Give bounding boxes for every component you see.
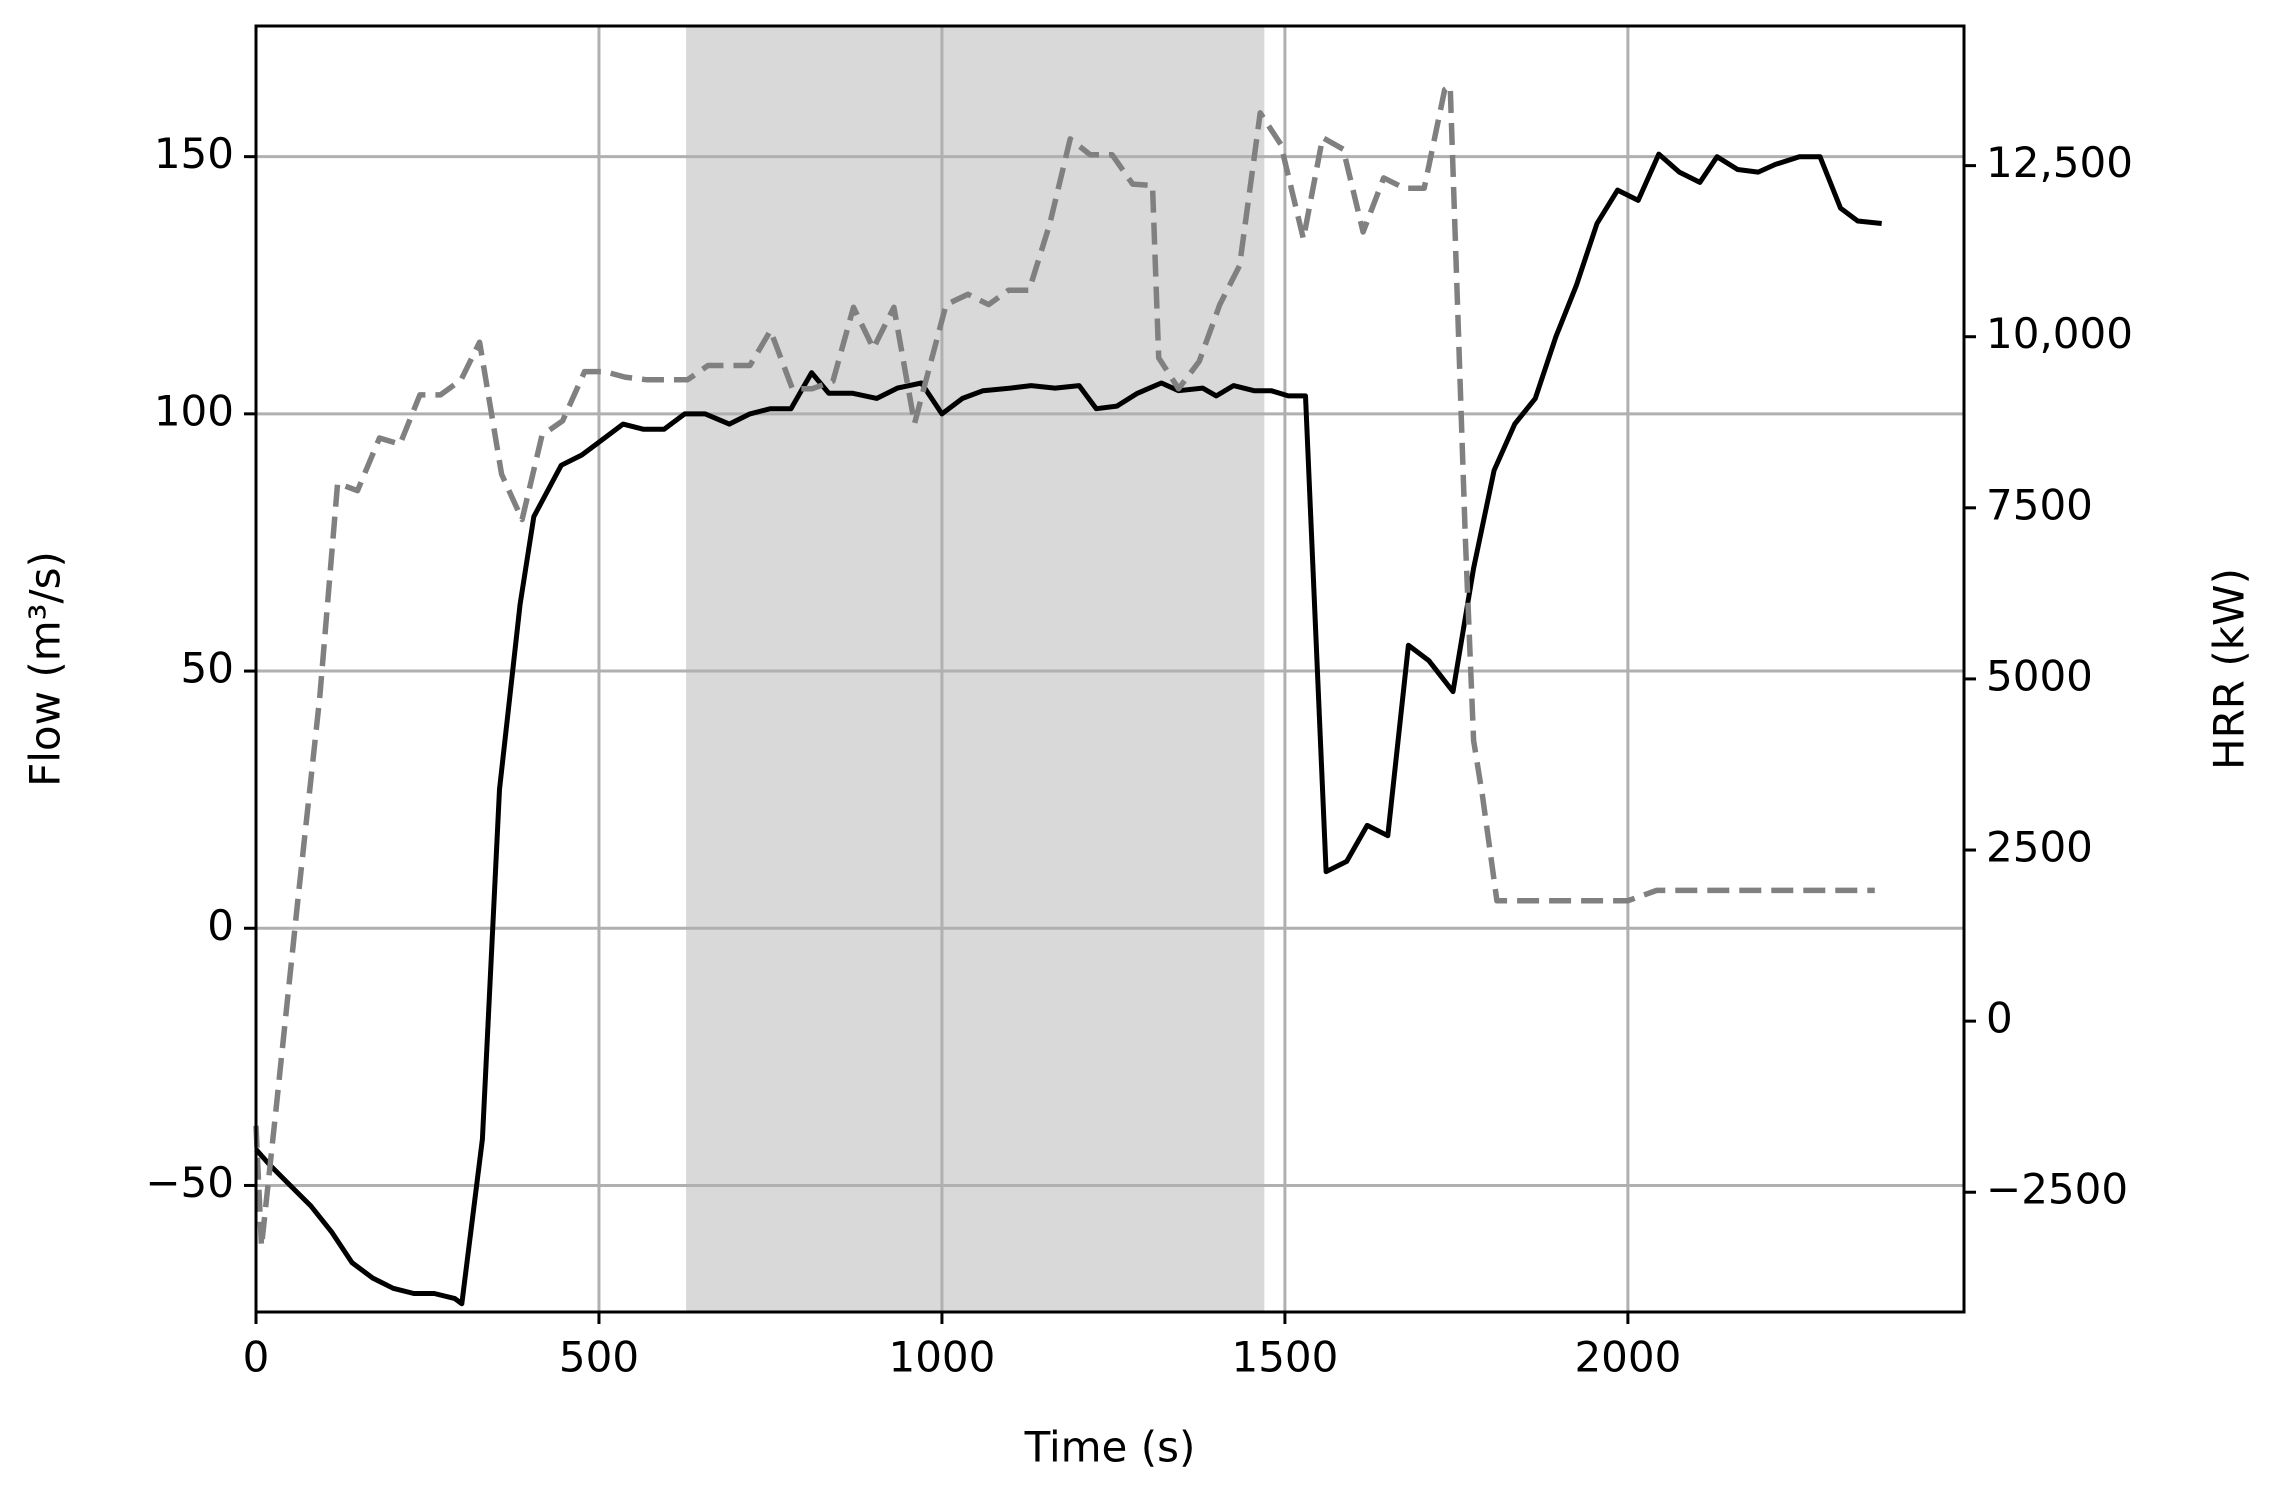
x-axis-title: Time (s) bbox=[1024, 1423, 1196, 1472]
x-tick-label: 1000 bbox=[888, 1333, 995, 1382]
plot-lines bbox=[253, 83, 1882, 1307]
y2-axis-title: HRR (kW) bbox=[2205, 568, 2254, 770]
axes: 0 500 1000 1500 2000 −50 0 50 100 150 −2500 0 2500 50… bbox=[145, 129, 2133, 1381]
shaded-span bbox=[686, 26, 1265, 1312]
y2-tick-label: 7500 bbox=[1986, 480, 2093, 529]
y2-tick-label: 2500 bbox=[1986, 823, 2093, 872]
y2-tick-label: 12,500 bbox=[1986, 138, 2133, 187]
y2-tick-label: 10,000 bbox=[1986, 309, 2133, 358]
x-tick-label: 1500 bbox=[1231, 1333, 1338, 1382]
x-tick-label: 0 bbox=[243, 1333, 270, 1382]
y-tick-label: 150 bbox=[154, 129, 234, 178]
x-tick-label: 2000 bbox=[1574, 1333, 1681, 1382]
series-line bbox=[254, 151, 1882, 1307]
y-tick-label: −50 bbox=[145, 1158, 234, 1207]
y2-tick-label: 5000 bbox=[1986, 651, 2093, 700]
x-tick-label: 500 bbox=[559, 1333, 639, 1382]
plot-frame bbox=[254, 24, 1966, 1314]
y2-tick-label: −2500 bbox=[1986, 1165, 2128, 1214]
y-axis-title: Flow (m³/s) bbox=[21, 551, 70, 787]
y-tick-label: 0 bbox=[207, 901, 234, 950]
series-line bbox=[253, 83, 1875, 1250]
y2-tick-label: 0 bbox=[1986, 994, 2013, 1043]
y-tick-label: 100 bbox=[154, 386, 234, 435]
y-tick-label: 50 bbox=[181, 644, 234, 693]
